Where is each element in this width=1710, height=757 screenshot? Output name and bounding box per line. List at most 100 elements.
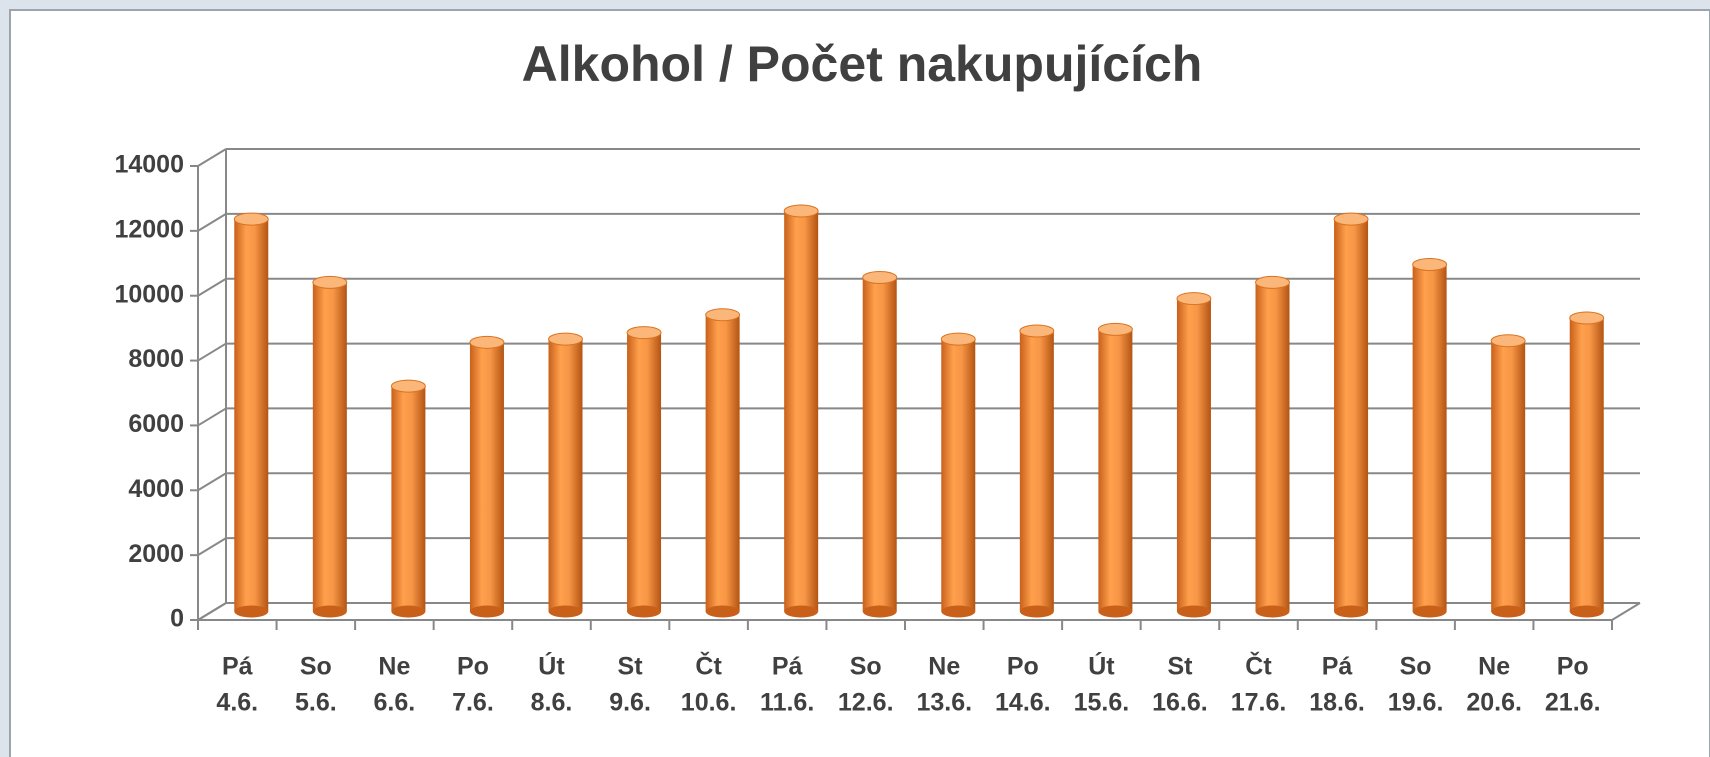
x-tick-label: Čt [695, 651, 722, 681]
bar-base [862, 605, 897, 618]
bar-base [705, 605, 740, 618]
x-tick-label: 11.6. [760, 689, 814, 717]
bar [705, 314, 740, 612]
floor-right [1611, 602, 1641, 621]
bar-base [391, 605, 426, 618]
grid-line-side [197, 407, 227, 427]
bar-cap [233, 212, 269, 226]
bar-base [234, 605, 269, 618]
x-tick-label: 14.6. [995, 689, 1051, 717]
bar-base [941, 605, 976, 618]
bar-base [469, 605, 504, 618]
chart-title: Alkohol / Počet nakupujících [522, 36, 1203, 92]
x-tick-label: Čt [1245, 651, 1272, 681]
x-tick-label: 19.6. [1388, 689, 1444, 717]
bar-base [1412, 605, 1447, 618]
bar-base [784, 605, 819, 618]
grid-line-side [197, 148, 227, 167]
x-tick-label: 20.6. [1466, 689, 1522, 717]
x-tick-label: 7.6. [452, 689, 494, 717]
x-tick-label: 12.6. [838, 689, 894, 717]
bar-base [1098, 605, 1133, 618]
bar-base [1491, 605, 1526, 618]
x-tick-label: 4.6. [216, 689, 258, 717]
x-tick-label: Po [1557, 653, 1589, 681]
x-tick-label: 9.6. [609, 689, 651, 717]
bar [1176, 298, 1211, 612]
x-tick-label: So [1400, 653, 1432, 681]
bar-cap [1569, 311, 1605, 325]
bar [627, 332, 662, 612]
bar-cap [469, 335, 505, 349]
bar [312, 282, 347, 612]
bar-cap [1019, 324, 1055, 338]
bar-cap [1176, 292, 1212, 306]
bar-base [1569, 605, 1604, 618]
bar [1255, 282, 1290, 612]
x-tick-label: Út [538, 651, 565, 681]
y-tick-label: 4000 [128, 475, 184, 503]
x-tick-label: Ne [378, 653, 410, 681]
x-tick-label: 21.6. [1545, 689, 1601, 717]
x-tick-label: Út [1088, 651, 1115, 681]
x-tick-label: 6.6. [374, 689, 416, 717]
x-tick-label: 15.6. [1074, 689, 1130, 717]
x-tick-label: 16.6. [1152, 689, 1208, 717]
bar-base [312, 605, 347, 618]
bar-base [548, 605, 583, 618]
bar-base [1176, 605, 1211, 618]
x-tick-label: St [1167, 653, 1193, 681]
x-tick-label: 13.6. [916, 689, 972, 717]
bar [862, 277, 897, 612]
bar [1569, 318, 1604, 612]
x-tick-label: Ne [928, 653, 960, 681]
bar-cap [940, 332, 976, 346]
bar-cap [1255, 275, 1290, 289]
bar [234, 219, 269, 612]
bar [1412, 264, 1447, 612]
x-tick-label: Pá [1322, 653, 1353, 681]
grid-line-side [197, 472, 227, 492]
bar-cap [1490, 334, 1526, 348]
bar [784, 211, 819, 612]
bar [548, 339, 583, 612]
bar-cap [312, 275, 348, 289]
bar-cap [390, 379, 426, 393]
bar [1019, 330, 1054, 612]
bar-cap [548, 332, 583, 346]
x-tick-label: So [300, 653, 332, 681]
bar [1491, 340, 1526, 612]
grid-line-side [197, 213, 227, 232]
x-tick-label: Pá [222, 653, 253, 681]
bar-cap [705, 308, 741, 322]
bar-cap [862, 270, 898, 284]
x-tick-label: 18.6. [1309, 689, 1365, 717]
bar [941, 339, 976, 612]
bar-base [627, 605, 662, 618]
y-tick-label: 14000 [114, 151, 184, 179]
x-tick-label: 17.6. [1231, 689, 1287, 717]
y-tick-label: 12000 [114, 215, 184, 243]
bar [469, 342, 504, 612]
y-tick-label: 8000 [128, 345, 184, 373]
bar [1334, 219, 1369, 612]
x-tick-label: So [850, 653, 882, 681]
x-tick-label: Po [457, 653, 489, 681]
y-tick-label: 2000 [128, 540, 184, 568]
y-tick-label: 0 [170, 605, 184, 633]
bar-base [1019, 605, 1054, 618]
bar-base [1255, 605, 1290, 618]
bar-cap [626, 326, 662, 340]
bar [391, 386, 426, 612]
x-tick-label: 10.6. [681, 689, 737, 717]
grid-line-side [197, 342, 227, 362]
bar-cap [1097, 322, 1133, 336]
bar [1098, 329, 1133, 612]
y-tick-label: 6000 [128, 410, 184, 438]
x-tick-label: 8.6. [531, 689, 573, 717]
y-tick-label: 10000 [114, 280, 184, 308]
x-tick-label: Ne [1478, 653, 1510, 681]
x-tick-label: Pá [772, 653, 803, 681]
